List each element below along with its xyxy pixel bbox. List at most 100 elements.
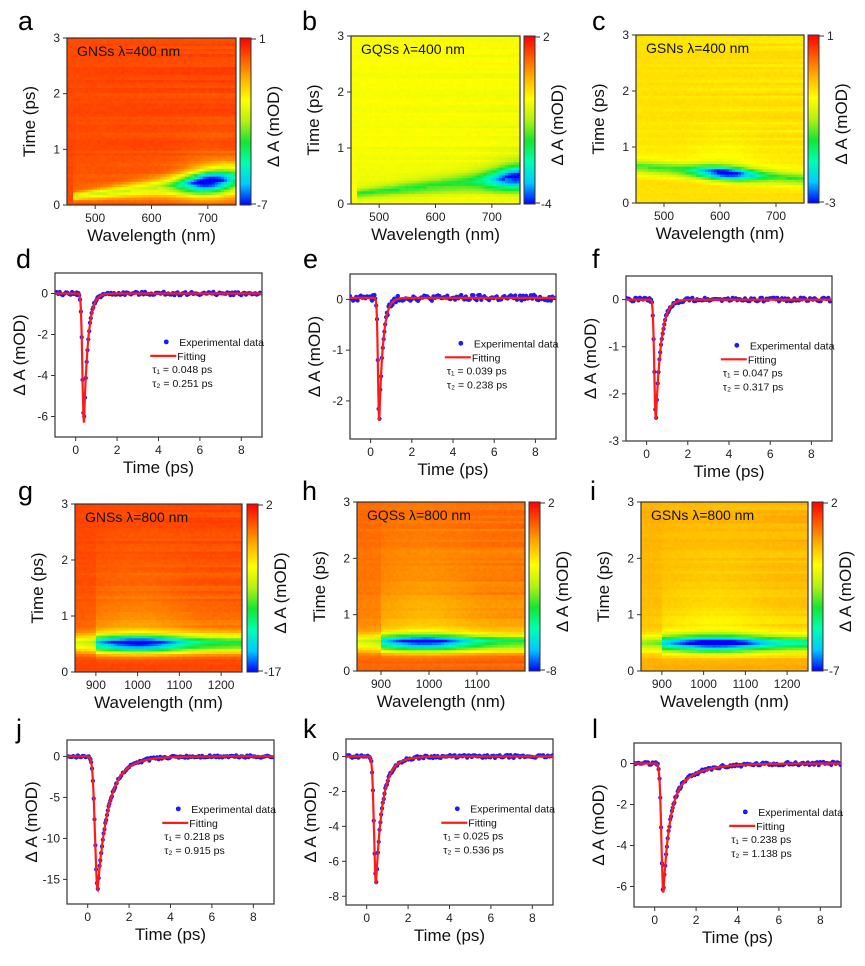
heatmap-cell bbox=[133, 163, 137, 167]
heatmap-cell bbox=[193, 176, 198, 180]
heatmap-cell bbox=[85, 124, 89, 128]
heatmap-cell bbox=[411, 151, 415, 155]
heatmap-cell bbox=[136, 118, 140, 122]
heatmap-cell bbox=[94, 84, 98, 88]
heatmap-cell bbox=[223, 38, 228, 42]
heatmap-cell bbox=[70, 98, 74, 102]
heatmap-cell bbox=[160, 45, 164, 49]
heatmap-cell bbox=[133, 181, 137, 185]
heatmap-cell bbox=[414, 169, 418, 173]
heatmap-cell bbox=[202, 45, 207, 49]
heatmap-cell bbox=[109, 189, 113, 193]
heatmap-cell bbox=[70, 126, 74, 130]
heatmap-cell bbox=[157, 113, 161, 117]
heatmap-cell bbox=[229, 202, 234, 206]
heatmap-cell bbox=[357, 148, 361, 152]
heatmap-cell bbox=[109, 184, 113, 188]
heatmap-cell bbox=[109, 103, 113, 107]
heatmap-cell bbox=[139, 92, 143, 96]
heatmap-cell bbox=[399, 70, 403, 74]
heatmap-cell bbox=[100, 43, 104, 47]
heatmap-cell bbox=[121, 113, 125, 117]
heatmap-cell bbox=[178, 92, 183, 96]
heatmap-cell bbox=[387, 67, 391, 71]
heatmap-cell bbox=[378, 93, 382, 97]
heatmap-cell bbox=[136, 165, 140, 169]
heatmap-cell bbox=[139, 40, 143, 44]
heatmap-cell bbox=[226, 131, 231, 135]
heatmap-cell bbox=[402, 41, 406, 45]
heatmap-cell bbox=[411, 162, 415, 166]
heatmap-cell bbox=[187, 160, 192, 164]
heatmap-cell bbox=[217, 121, 222, 125]
heatmap-cell bbox=[232, 197, 237, 201]
heatmap-cell bbox=[387, 99, 391, 103]
heatmap-cell bbox=[372, 93, 376, 97]
heatmap-cell bbox=[187, 139, 192, 143]
heatmap-cell bbox=[396, 159, 400, 163]
heatmap-cell bbox=[118, 202, 122, 206]
heatmap-cell bbox=[70, 197, 74, 201]
heatmap-cell bbox=[232, 137, 237, 141]
heatmap-cell bbox=[363, 141, 367, 145]
heatmap-cell bbox=[121, 142, 125, 146]
heatmap-cell bbox=[166, 121, 171, 125]
heatmap-cell bbox=[193, 168, 198, 172]
heatmap-cell bbox=[178, 113, 183, 117]
heatmap-cell bbox=[73, 48, 77, 52]
heatmap-cell bbox=[208, 98, 213, 102]
heatmap-cell bbox=[366, 127, 370, 131]
heatmap-cell bbox=[387, 146, 391, 150]
heatmap-cell bbox=[375, 99, 379, 103]
heatmap-cell bbox=[217, 165, 222, 169]
heatmap-cell bbox=[85, 186, 89, 190]
heatmap-cell bbox=[205, 199, 210, 203]
heatmap-cell bbox=[363, 198, 367, 202]
heatmap-cell bbox=[121, 197, 125, 201]
heatmap-cell bbox=[193, 178, 198, 182]
heatmap-cell bbox=[187, 118, 192, 122]
heatmap-cell bbox=[190, 176, 195, 180]
heatmap-cell bbox=[232, 58, 237, 62]
heatmap-cell bbox=[357, 138, 361, 142]
heatmap-cell bbox=[103, 197, 107, 201]
heatmap-cell bbox=[100, 113, 104, 117]
heatmap-cell bbox=[405, 159, 409, 163]
heatmap-cell bbox=[396, 78, 400, 82]
heatmap-cell bbox=[103, 98, 107, 102]
heatmap-cell bbox=[121, 84, 125, 88]
heatmap-cell bbox=[414, 185, 418, 189]
heatmap-cell bbox=[390, 164, 394, 168]
heatmap-cell bbox=[145, 126, 149, 130]
heatmap-cell bbox=[163, 98, 167, 102]
heatmap-cell bbox=[369, 75, 373, 79]
heatmap-cell bbox=[193, 53, 198, 57]
heatmap-cell bbox=[184, 118, 189, 122]
heatmap-cell bbox=[157, 103, 161, 107]
heatmap-cell bbox=[121, 71, 125, 75]
heatmap-cell bbox=[145, 168, 149, 172]
heatmap-cell bbox=[229, 90, 234, 94]
heatmap-cell bbox=[387, 51, 391, 55]
heatmap-cell bbox=[217, 131, 222, 135]
heatmap-cell bbox=[106, 77, 110, 81]
heatmap-cell bbox=[100, 87, 104, 91]
heatmap-cell bbox=[372, 64, 376, 68]
heatmap-cell bbox=[166, 84, 171, 88]
heatmap-cell bbox=[199, 105, 204, 109]
heatmap-cell bbox=[202, 152, 207, 156]
heatmap-cell bbox=[79, 100, 83, 104]
heatmap-cell bbox=[169, 199, 174, 203]
heatmap-cell bbox=[372, 180, 376, 184]
heatmap-cell bbox=[97, 87, 101, 91]
heatmap-cell bbox=[106, 113, 110, 117]
heatmap-cell bbox=[396, 133, 400, 137]
heatmap-cell bbox=[414, 114, 418, 118]
heatmap-cell bbox=[133, 171, 137, 175]
heatmap-cell bbox=[375, 49, 379, 53]
heatmap-cell bbox=[145, 150, 149, 154]
heatmap-cell bbox=[208, 194, 213, 198]
heatmap-cell bbox=[175, 51, 180, 55]
heatmap-cell bbox=[181, 129, 186, 133]
heatmap-cell bbox=[193, 51, 198, 55]
